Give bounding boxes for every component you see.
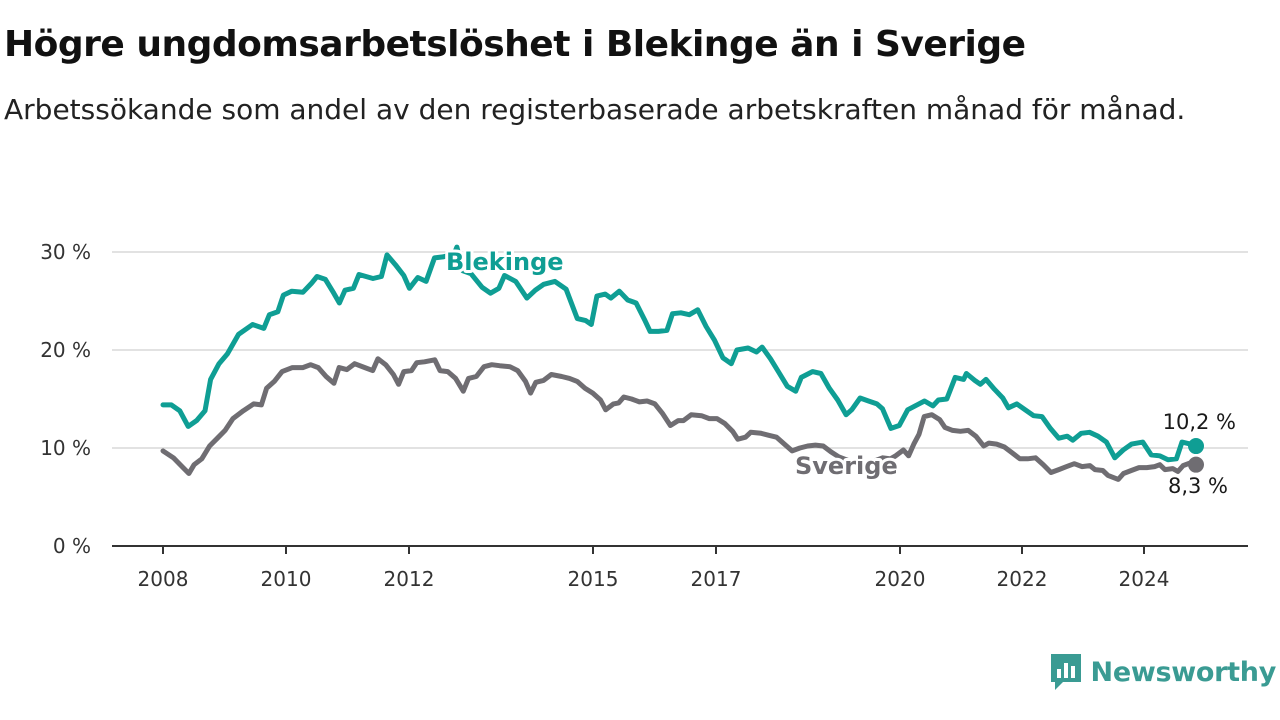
x-tick-label: 2017 [691, 567, 742, 591]
gridlines [112, 251, 1248, 449]
y-tick-label: 10 % [40, 436, 91, 460]
series-labels: Blekinge Sverige 10,2 % 8,3 % [443, 245, 1236, 498]
end-label-blekinge: 10,2 % [1163, 410, 1236, 434]
series-label-sverige: Sverige [795, 452, 898, 480]
brand-name: Newsworthy [1090, 656, 1277, 688]
x-tick-label: 2022 [997, 567, 1048, 591]
y-tick-label: 30 % [40, 240, 91, 264]
x-tick-label: 2020 [875, 567, 926, 591]
newsworthy-logo-icon [1050, 654, 1081, 690]
series-line-blekinge [160, 244, 1199, 463]
series-line-sverige [160, 356, 1199, 482]
x-tick-label: 2010 [261, 567, 312, 591]
end-point-sverige [1188, 456, 1204, 473]
end-label-sverige: 8,3 % [1168, 474, 1228, 498]
y-tick-label: 0 % [53, 534, 91, 558]
x-tick-label: 2012 [384, 567, 435, 591]
series-lines [160, 244, 1204, 482]
newsworthy-brand: Newsworthy [1049, 652, 1276, 692]
y-tick-label: 20 % [40, 338, 91, 362]
chart-subtitle: Arbetssökande som andel av den registerb… [4, 93, 1186, 126]
chart-title: Högre ungdomsarbetslöshet i Blekinge än … [4, 24, 1026, 65]
x-tick-label: 2024 [1119, 567, 1170, 591]
x-axis-ticks: 2008 2010 2012 2015 2017 2020 2022 2024 [112, 545, 1248, 591]
y-axis-ticks: 0 % 10 % 20 % 30 % [40, 240, 91, 558]
x-tick-label: 2015 [568, 567, 619, 591]
end-point-blekinge [1188, 438, 1204, 455]
x-tick-label: 2008 [138, 567, 189, 591]
series-label-blekinge: Blekinge [446, 248, 564, 276]
